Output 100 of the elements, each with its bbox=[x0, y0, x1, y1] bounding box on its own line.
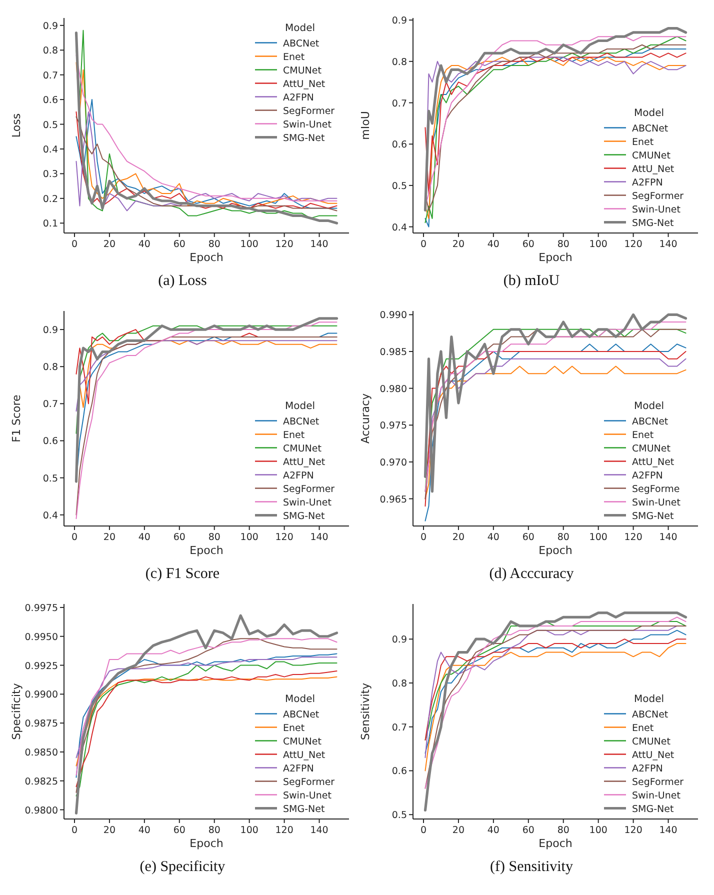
y-tick-label: 0.4 bbox=[392, 222, 407, 234]
legend-label: AttU_Net bbox=[632, 456, 674, 468]
y-axis-title: Loss bbox=[10, 113, 23, 138]
legend-label: A2FPN bbox=[283, 470, 314, 482]
x-tick-label: 80 bbox=[208, 825, 220, 836]
legend-label: Swin-Unet bbox=[632, 790, 681, 802]
legend-label: ABCNet bbox=[632, 123, 668, 134]
y-axis-title: Accuracy bbox=[359, 392, 372, 444]
y-tick-label: 0.9800 bbox=[24, 805, 58, 816]
legend-label: SegFormer bbox=[283, 776, 335, 788]
y-tick-label: 0.985 bbox=[380, 346, 407, 358]
x-tick-label: 80 bbox=[557, 825, 570, 836]
y-tick-label: 0.9950 bbox=[24, 632, 58, 643]
y-tick-label: 0.7 bbox=[42, 399, 58, 410]
y-tick-label: 0.5 bbox=[42, 473, 58, 484]
x-tick-label: 140 bbox=[310, 825, 328, 836]
y-tick-label: 0.9875 bbox=[24, 718, 58, 730]
y-axis-title: F1 Score bbox=[10, 394, 23, 442]
legend-label: SegFormer bbox=[632, 190, 684, 202]
y-tick-label: 0.9975 bbox=[24, 602, 58, 614]
legend-label: A2FPN bbox=[632, 177, 663, 188]
x-tick-label: 20 bbox=[103, 825, 116, 836]
y-tick-label: 0.965 bbox=[380, 494, 407, 506]
x-axis-title: Epoch bbox=[190, 837, 224, 850]
legend-title: Model bbox=[634, 401, 664, 412]
legend-label: ABCNet bbox=[632, 709, 668, 720]
y-tick-label: 0.7 bbox=[392, 98, 407, 110]
legend-label: A2FPN bbox=[632, 763, 663, 774]
legend-label: CMUNet bbox=[632, 736, 671, 748]
legend-label: Enet bbox=[632, 430, 654, 441]
x-tick-label: 120 bbox=[624, 825, 642, 836]
legend-title: Model bbox=[284, 694, 316, 705]
x-tick-label: 140 bbox=[310, 532, 328, 543]
line-series bbox=[74, 614, 338, 815]
x-tick-label: 100 bbox=[589, 532, 608, 543]
x-tick-label: 100 bbox=[240, 825, 258, 836]
y-tick-label: 0.975 bbox=[380, 420, 407, 432]
x-tick-label: 120 bbox=[275, 532, 294, 543]
legend-label: SegFormer bbox=[632, 776, 684, 788]
legend-label: Swin-Unet bbox=[283, 119, 332, 130]
x-tick-label: 80 bbox=[208, 532, 220, 543]
text: (b) mIoU bbox=[503, 273, 560, 289]
y-tick-label: 0.9925 bbox=[24, 660, 58, 672]
legend-label: Enet bbox=[632, 722, 654, 734]
y-tick-label: 0.6 bbox=[392, 140, 407, 151]
y-tick-label: 0.9 bbox=[42, 325, 58, 336]
legend-label: AttU_Net bbox=[283, 78, 326, 90]
y-tick-label: 0.970 bbox=[380, 457, 407, 468]
legend-title: Model bbox=[634, 108, 664, 119]
legend-label: SMG-Net bbox=[283, 510, 325, 522]
y-tick-label: 0.980 bbox=[380, 384, 407, 395]
x-tick-label: 60 bbox=[173, 239, 186, 250]
x-tick-label: 40 bbox=[487, 532, 500, 543]
legend-title: Model bbox=[284, 23, 316, 34]
y-tick-label: 0.6 bbox=[42, 95, 58, 106]
y-tick-label: 0.8 bbox=[42, 46, 58, 57]
legend-label: AttU_Net bbox=[632, 750, 674, 761]
y-tick-label: 0.6 bbox=[392, 766, 407, 778]
x-tick-label: 20 bbox=[103, 532, 116, 543]
x-tick-label: 0 bbox=[420, 825, 427, 836]
y-tick-label: 0.5 bbox=[42, 120, 58, 131]
text: (a) Loss bbox=[158, 273, 208, 289]
x-tick-label: 140 bbox=[659, 825, 678, 836]
line-series bbox=[424, 642, 686, 772]
x-axis-title: Epoch bbox=[190, 544, 224, 557]
x-tick-label: 60 bbox=[522, 239, 534, 250]
x-axis-title: Epoch bbox=[538, 837, 572, 850]
x-tick-label: 120 bbox=[624, 239, 642, 250]
x-tick-label: 80 bbox=[208, 239, 220, 250]
legend-label: CMUNet bbox=[283, 736, 322, 748]
legend-label: A2FPN bbox=[632, 470, 663, 482]
y-tick-label: 0.6 bbox=[42, 436, 58, 448]
x-tick-label: 60 bbox=[522, 532, 534, 543]
legend-label: Swin-Unet bbox=[632, 204, 681, 216]
y-tick-label: 0.4 bbox=[42, 510, 58, 522]
legend-label: ABCNet bbox=[632, 416, 668, 428]
legend-label: Enet bbox=[632, 136, 654, 148]
legend-label: CMUNet bbox=[632, 443, 671, 454]
x-tick-label: 0 bbox=[71, 532, 78, 543]
x-tick-label: 0 bbox=[71, 825, 78, 836]
legend-label: A2FPN bbox=[283, 92, 314, 104]
x-axis-title: Epoch bbox=[538, 544, 572, 557]
y-tick-label: 0.8 bbox=[42, 362, 58, 374]
legend-title: Model bbox=[634, 694, 664, 705]
y-tick-label: 0.3 bbox=[42, 169, 58, 180]
y-tick-label: 0.5 bbox=[392, 180, 407, 192]
x-tick-label: 20 bbox=[452, 825, 465, 836]
x-tick-label: 120 bbox=[275, 825, 294, 836]
y-tick-label: 0.8 bbox=[392, 56, 407, 68]
y-tick-label: 0.7 bbox=[42, 70, 58, 82]
y-tick-label: 0.9 bbox=[392, 16, 407, 27]
text: (c) F1 Score bbox=[145, 566, 220, 582]
x-tick-label: 20 bbox=[452, 532, 465, 543]
x-tick-label: 80 bbox=[557, 532, 570, 543]
y-tick-label: 0.9850 bbox=[24, 747, 58, 758]
x-tick-label: 40 bbox=[487, 239, 500, 250]
x-tick-label: 0 bbox=[420, 532, 427, 543]
legend-label: SMG-Net bbox=[283, 804, 325, 815]
x-tick-label: 80 bbox=[557, 239, 570, 250]
legend-label: CMUNet bbox=[632, 150, 671, 162]
